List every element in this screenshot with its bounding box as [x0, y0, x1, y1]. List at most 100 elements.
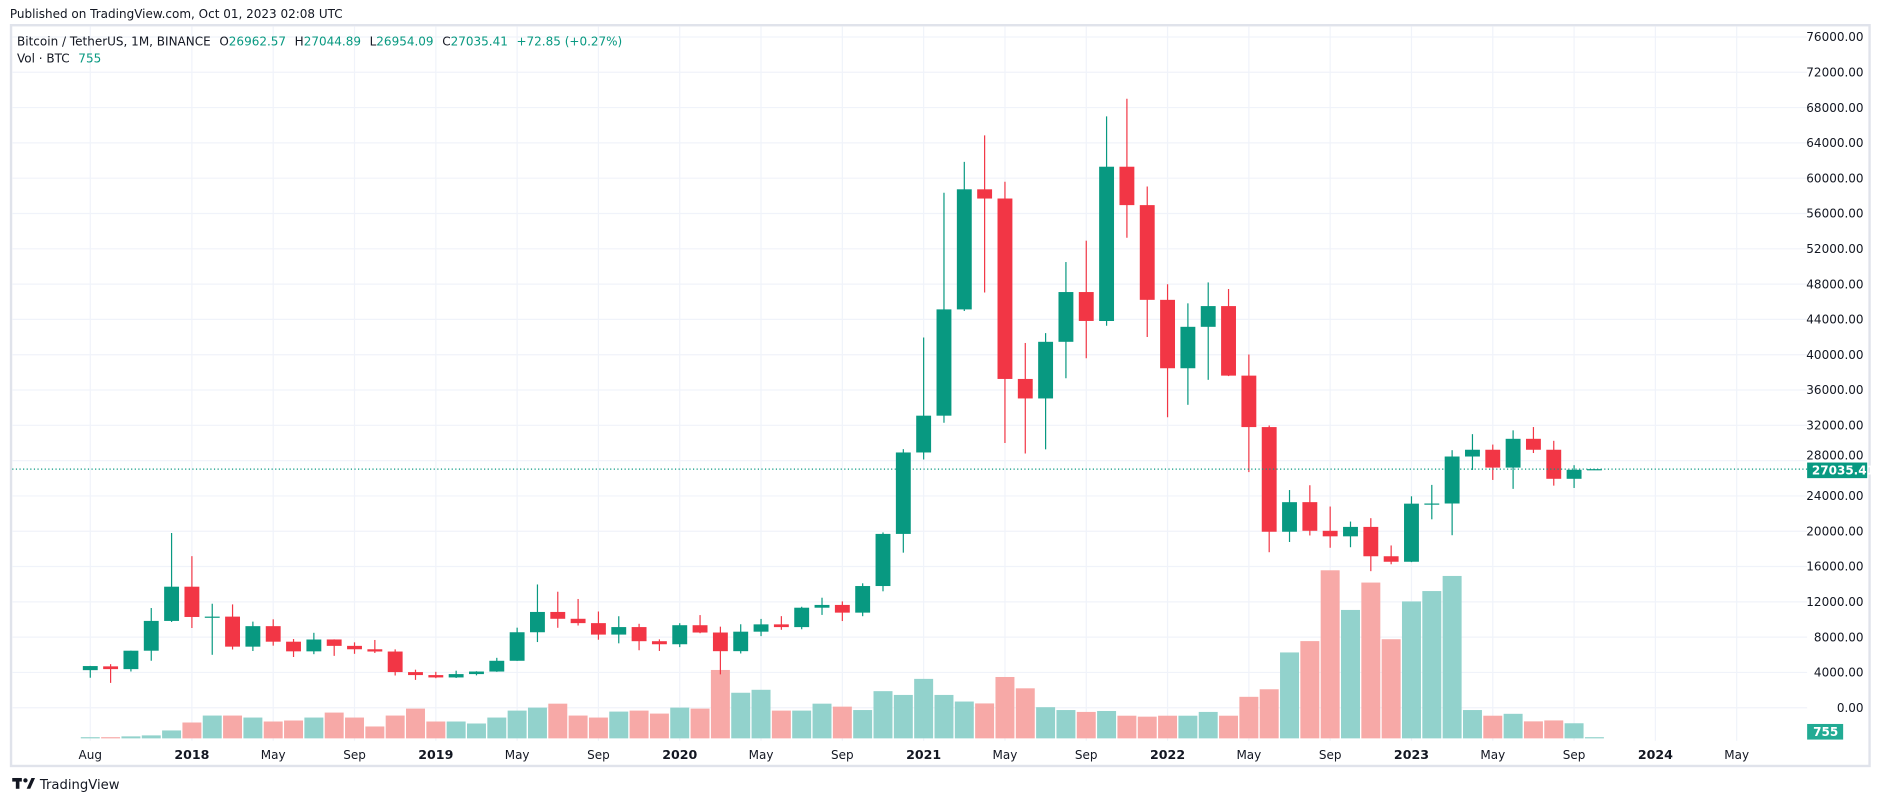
- last-price-badge: 27035.41: [1807, 462, 1875, 479]
- volume-bar: [1584, 737, 1604, 739]
- volume-bar: [263, 721, 283, 739]
- volume-bar: [284, 720, 304, 739]
- svg-text:755: 755: [1813, 725, 1838, 739]
- published-caption: Published on TradingView.com, Oct 01, 20…: [10, 7, 343, 21]
- candle-body: [590, 623, 606, 635]
- price-tick-label: 72000.00: [1806, 65, 1863, 79]
- time-axis[interactable]: Aug 2018 May Sep 2019 May Sep 2020 May Sep 2021 May…: [79, 747, 1750, 762]
- candle-body: [1546, 449, 1562, 479]
- price-tick-label: 16000.00: [1806, 560, 1863, 574]
- volume-bar: [1239, 696, 1259, 739]
- volume-bar: [670, 707, 690, 739]
- time-tick-label: May: [1480, 748, 1505, 762]
- volume-bar: [649, 713, 669, 739]
- candle-body: [204, 616, 220, 618]
- legend-low: 26954.09: [376, 35, 433, 49]
- volume-bar: [568, 715, 588, 739]
- volume-bar: [406, 708, 425, 739]
- candle-body: [997, 198, 1013, 379]
- candle-body: [367, 649, 383, 652]
- candle-body: [1038, 341, 1054, 399]
- price-tick-label: 40000.00: [1806, 348, 1863, 362]
- volume-bar: [609, 711, 629, 739]
- volume-bar: [507, 710, 527, 739]
- candle-body: [1343, 526, 1358, 537]
- time-tick-label: Aug: [79, 748, 102, 762]
- volume-bar: [426, 721, 446, 739]
- time-tick-label: May: [1236, 748, 1261, 762]
- candle-body: [265, 626, 281, 642]
- legend-open-label: O: [219, 35, 228, 49]
- volume-bar: [1361, 582, 1381, 739]
- chart-frame: [9, 24, 1871, 768]
- price-axis[interactable]: 76000.00 72000.00 68000.00 64000.00 60000.00…: [1806, 30, 1863, 715]
- volume-bar: [121, 736, 141, 739]
- candle-body: [753, 624, 769, 632]
- last-volume-badge: 755: [1807, 723, 1844, 740]
- candle-body: [977, 189, 993, 199]
- candle-body: [469, 671, 484, 675]
- volume-bar: [1158, 715, 1178, 739]
- volume-bar: [1117, 715, 1137, 739]
- price-tick-label: 8000.00: [1814, 630, 1864, 644]
- candle-body: [916, 415, 932, 453]
- volume-bar: [1442, 575, 1462, 739]
- candle-body: [936, 309, 952, 416]
- volume-bar: [975, 703, 995, 739]
- volume-bar: [710, 669, 730, 739]
- price-tick-label: 24000.00: [1806, 489, 1863, 503]
- time-tick-label: Sep: [1075, 748, 1098, 762]
- price-tick-label: 4000.00: [1814, 666, 1864, 680]
- price-tick-label: 44000.00: [1806, 313, 1863, 327]
- volume-bar: [629, 710, 649, 739]
- volume-bar: [202, 715, 222, 739]
- volume-bar: [832, 706, 852, 739]
- time-tick-label: 2019: [418, 747, 453, 762]
- candle-body: [570, 618, 586, 624]
- time-tick-label: 2024: [1638, 747, 1673, 762]
- candle-body: [245, 626, 261, 647]
- volume-bar: [548, 703, 568, 739]
- volume-bar: [243, 717, 263, 739]
- candle-body: [895, 452, 911, 534]
- volume-bar: [1523, 721, 1543, 739]
- candle-body: [956, 189, 972, 310]
- candle-body: [1444, 456, 1460, 504]
- legend-change: +72.85 (+0.27%): [516, 35, 622, 49]
- candle-body: [509, 632, 525, 661]
- legend-close-label: C: [442, 35, 450, 49]
- candle-body: [1363, 526, 1379, 557]
- time-tick-label: Sep: [343, 748, 366, 762]
- candle-body: [692, 625, 708, 633]
- time-tick-label: May: [1724, 748, 1749, 762]
- volume-bar: [1483, 715, 1503, 739]
- volume-bar: [324, 712, 344, 739]
- candle-body: [184, 586, 200, 617]
- price-tick-label: 68000.00: [1806, 101, 1863, 115]
- time-tick-label: 2018: [174, 747, 209, 762]
- time-tick-label: 2021: [906, 747, 941, 762]
- time-tick-label: 2020: [662, 747, 697, 762]
- candle-body: [1241, 375, 1257, 428]
- volume-bar: [1381, 639, 1401, 739]
- tradingview-logo[interactable]: TradingView: [12, 778, 120, 793]
- volume-bar: [1198, 711, 1218, 739]
- legend-open: 26962.57: [229, 35, 286, 49]
- volume-bar: [893, 694, 913, 739]
- volume-bar: [466, 723, 486, 739]
- volume-bar: [101, 737, 121, 739]
- candle-body: [428, 675, 444, 678]
- legend-ohlc[interactable]: Bitcoin / TetherUS, 1M, BINANCE O26962.5…: [17, 35, 622, 49]
- legend-volume-value: 755: [78, 51, 101, 65]
- candle-body: [1404, 503, 1419, 562]
- candle-body: [855, 586, 871, 613]
- svg-text:27035.41: 27035.41: [1812, 464, 1875, 478]
- volume-bar: [1076, 711, 1096, 739]
- legend-volume[interactable]: Vol · BTC 755: [17, 51, 101, 65]
- price-tick-label: 32000.00: [1806, 419, 1863, 433]
- candles: [82, 98, 1602, 683]
- volume-bar: [1259, 689, 1279, 739]
- price-tick-label: 12000.00: [1806, 595, 1863, 609]
- volume-bar: [1544, 720, 1564, 739]
